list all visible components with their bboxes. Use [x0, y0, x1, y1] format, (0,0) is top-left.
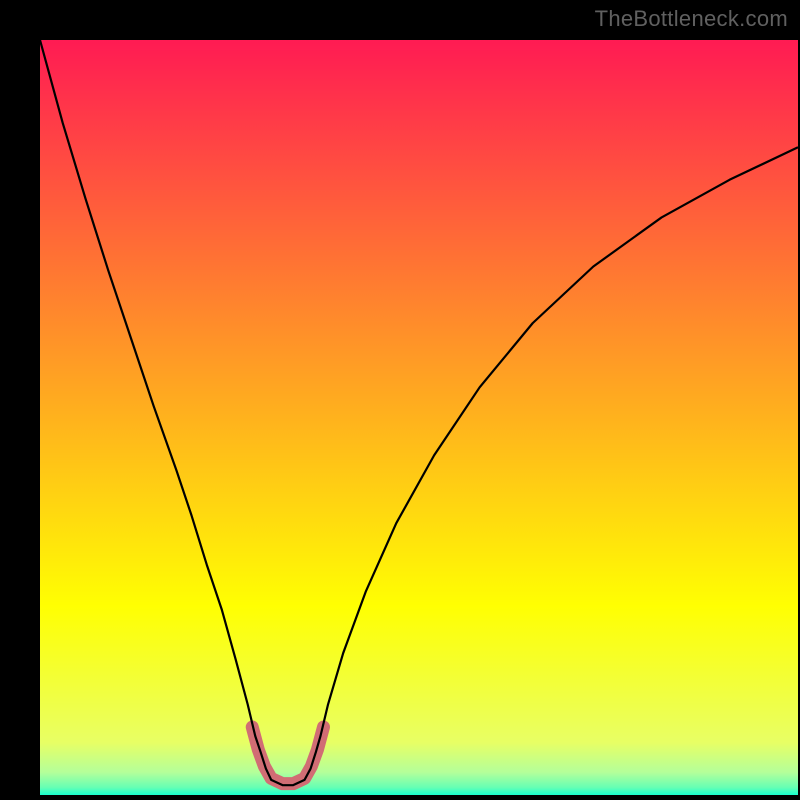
curve-layer	[0, 0, 800, 800]
bottleneck-highlight	[252, 727, 323, 784]
bottleneck-curve	[40, 40, 798, 785]
chart-container: TheBottleneck.com	[0, 0, 800, 800]
watermark-text: TheBottleneck.com	[595, 6, 788, 32]
